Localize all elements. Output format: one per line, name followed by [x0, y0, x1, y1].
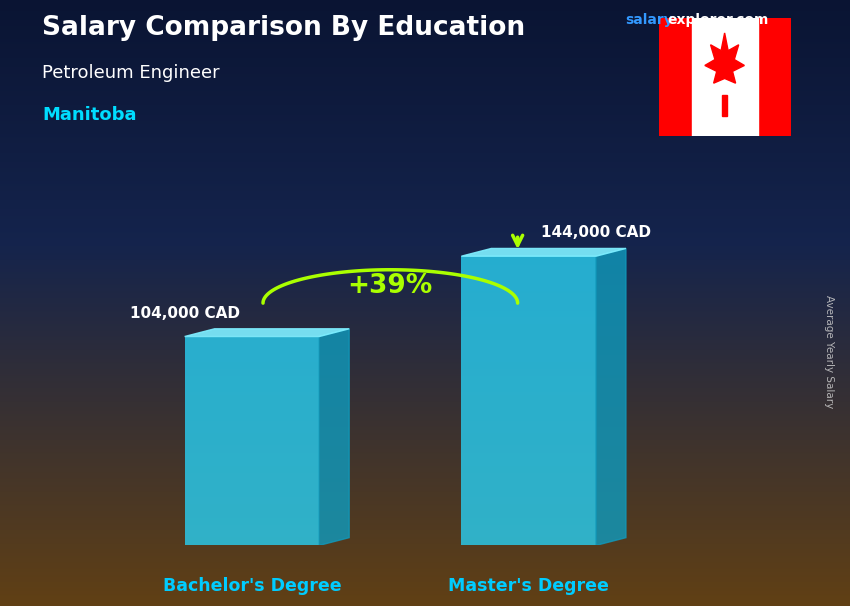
Bar	[659, 18, 692, 136]
Bar	[722, 95, 728, 116]
Text: Petroleum Engineer: Petroleum Engineer	[42, 64, 220, 82]
Polygon shape	[705, 33, 745, 83]
Polygon shape	[462, 248, 626, 256]
Text: salary: salary	[625, 13, 672, 27]
Text: Average Yearly Salary: Average Yearly Salary	[824, 295, 834, 408]
Text: 104,000 CAD: 104,000 CAD	[129, 305, 240, 321]
Text: +39%: +39%	[348, 273, 433, 299]
Text: Salary Comparison By Education: Salary Comparison By Education	[42, 15, 525, 41]
Bar	[462, 256, 596, 545]
Bar	[692, 18, 757, 136]
Polygon shape	[596, 248, 626, 545]
Text: Bachelor's Degree: Bachelor's Degree	[162, 577, 341, 595]
Text: 144,000 CAD: 144,000 CAD	[541, 225, 651, 241]
Bar	[757, 18, 790, 136]
Polygon shape	[184, 329, 349, 336]
Text: Master's Degree: Master's Degree	[448, 577, 609, 595]
Polygon shape	[320, 329, 349, 545]
Bar	[184, 336, 320, 545]
Text: explorer.com: explorer.com	[667, 13, 768, 27]
Text: Manitoba: Manitoba	[42, 106, 137, 124]
